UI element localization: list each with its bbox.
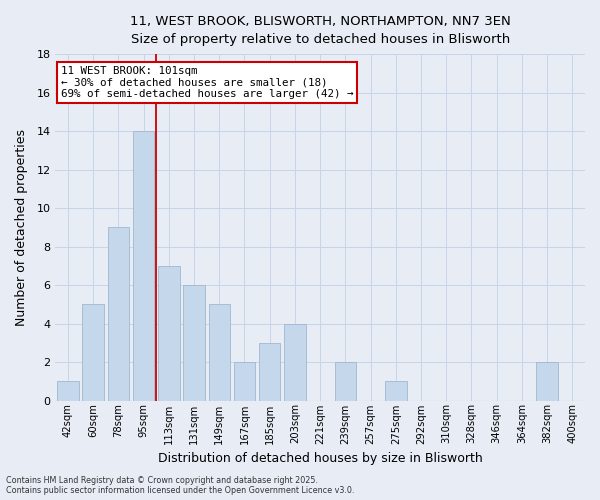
Text: Contains HM Land Registry data © Crown copyright and database right 2025.
Contai: Contains HM Land Registry data © Crown c…: [6, 476, 355, 495]
Bar: [259, 343, 280, 400]
Bar: [107, 228, 129, 400]
Text: 11 WEST BROOK: 101sqm
← 30% of detached houses are smaller (18)
69% of semi-deta: 11 WEST BROOK: 101sqm ← 30% of detached …: [61, 66, 353, 100]
Y-axis label: Number of detached properties: Number of detached properties: [15, 129, 28, 326]
Bar: [184, 285, 205, 401]
Bar: [158, 266, 179, 400]
Bar: [385, 382, 407, 400]
Bar: [284, 324, 305, 400]
Bar: [536, 362, 558, 401]
Bar: [57, 382, 79, 400]
Bar: [209, 304, 230, 400]
Bar: [133, 131, 154, 400]
Title: 11, WEST BROOK, BLISWORTH, NORTHAMPTON, NN7 3EN
Size of property relative to det: 11, WEST BROOK, BLISWORTH, NORTHAMPTON, …: [130, 15, 511, 46]
Bar: [335, 362, 356, 401]
Bar: [234, 362, 255, 401]
Bar: [82, 304, 104, 400]
X-axis label: Distribution of detached houses by size in Blisworth: Distribution of detached houses by size …: [158, 452, 482, 465]
